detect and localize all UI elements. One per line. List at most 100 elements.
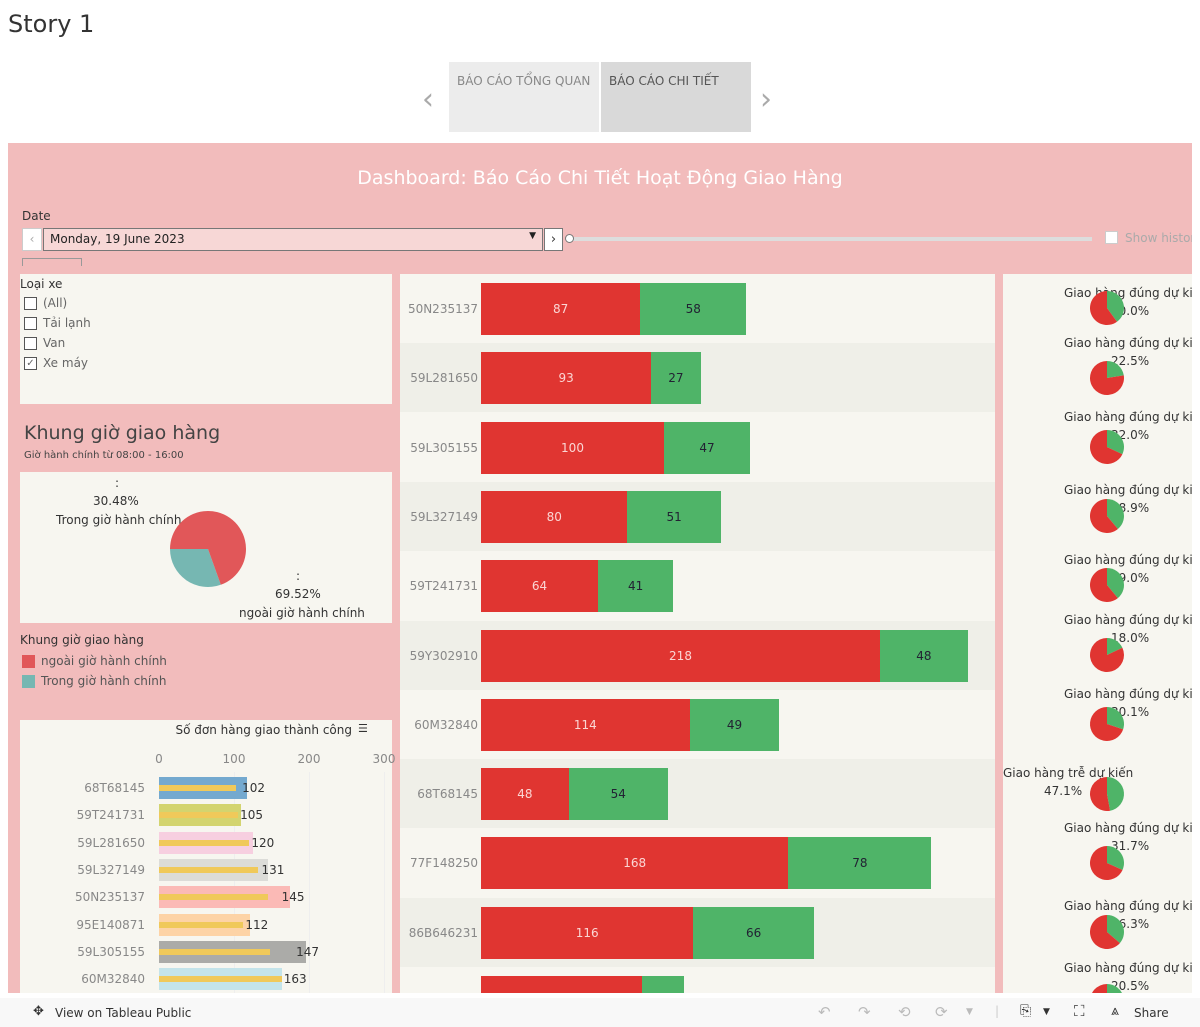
legend-item[interactable]: Trong giờ hành chính xyxy=(22,671,167,691)
pie-slice-late[interactable] xyxy=(1090,707,1124,741)
bar-segment-late[interactable]: 87 xyxy=(481,283,641,335)
date-slider-handle[interactable] xyxy=(565,234,574,243)
bar-segment-on-time[interactable]: 41 xyxy=(598,560,674,613)
pie-slice-on-time[interactable] xyxy=(1107,915,1124,944)
on-time-pie[interactable] xyxy=(1087,981,1127,993)
time-slot-pie[interactable] xyxy=(168,509,248,589)
sort-icon[interactable]: ☰ xyxy=(358,722,368,735)
on-time-pie[interactable] xyxy=(1087,704,1127,744)
pie-slice-late[interactable] xyxy=(1090,846,1123,880)
pie-slice-late[interactable] xyxy=(1090,291,1117,325)
on-time-pie[interactable] xyxy=(1087,912,1127,952)
bar-value[interactable] xyxy=(159,839,250,846)
tab-tong-quan[interactable]: BÁO CÁO TỔNG QUAN xyxy=(449,62,599,132)
filter-option[interactable]: Van xyxy=(20,333,392,353)
share-icon[interactable]: ⩓ xyxy=(1111,1003,1119,1019)
bar-segment-late[interactable]: 114 xyxy=(481,698,690,751)
checkbox[interactable] xyxy=(24,296,37,310)
pie-slice-on-time[interactable] xyxy=(1107,499,1124,530)
on-time-pie[interactable] xyxy=(1087,427,1127,467)
pie-slice-on-time[interactable] xyxy=(1107,707,1124,730)
bar-segment-late[interactable]: 100 xyxy=(481,421,665,474)
filter-option[interactable]: Tải lạnh xyxy=(20,313,392,333)
pie-slice-late[interactable] xyxy=(1090,568,1118,602)
checkbox[interactable] xyxy=(24,336,37,350)
redo-icon[interactable]: ↷ xyxy=(858,1003,871,1021)
chevron-down-icon[interactable]: ▼ xyxy=(1043,1007,1050,1017)
on-time-pie[interactable] xyxy=(1087,565,1127,605)
pie-slice-late[interactable] xyxy=(1090,361,1124,395)
pie-slice-on-time[interactable] xyxy=(1107,638,1123,655)
date-next-button[interactable]: › xyxy=(544,228,563,251)
bar-segment-on-time[interactable]: 54 xyxy=(568,768,668,821)
on-time-pie[interactable] xyxy=(1087,496,1127,536)
on-time-pie[interactable] xyxy=(1087,288,1127,328)
bar-value[interactable] xyxy=(159,785,236,791)
view-on-tableau-link[interactable]: View on Tableau Public xyxy=(55,1006,192,1020)
pie-slice-late[interactable] xyxy=(1090,430,1123,464)
bar-segment-late[interactable]: 168 xyxy=(481,837,789,890)
undo-icon[interactable]: ↶ xyxy=(818,1003,831,1021)
bar-segment-late[interactable]: 48 xyxy=(481,768,569,821)
pie-slice-late[interactable] xyxy=(1090,499,1118,533)
checkbox[interactable]: ✓ xyxy=(24,356,37,370)
filter-option[interactable]: ✓ Xe máy xyxy=(20,353,392,373)
bar-value[interactable] xyxy=(159,948,270,955)
chevron-down-icon[interactable]: ▼ xyxy=(966,1007,973,1017)
prev-story-point-button[interactable]: ‹ xyxy=(422,82,434,117)
refresh-icon[interactable]: ⟳ xyxy=(935,1003,948,1021)
on-time-pie[interactable] xyxy=(1087,635,1127,675)
bar-segment-on-time[interactable]: 49 xyxy=(689,698,780,751)
bar-segment-on-time[interactable] xyxy=(642,976,685,993)
bar-segment-on-time[interactable]: 48 xyxy=(880,629,968,682)
pie-slice-on-time[interactable] xyxy=(1107,846,1124,870)
pie-slice-on-time[interactable] xyxy=(1107,568,1124,599)
pie-slice-late[interactable] xyxy=(1090,638,1124,672)
bar-value[interactable] xyxy=(159,866,258,873)
bar-segment-on-time[interactable]: 51 xyxy=(627,490,721,543)
on-time-pie[interactable] xyxy=(1087,358,1127,398)
download-icon[interactable]: ⎘ xyxy=(1020,1003,1032,1019)
bar-segment-on-time[interactable]: 47 xyxy=(664,421,751,474)
bar-segment-late[interactable] xyxy=(481,976,643,993)
show-history-checkbox[interactable] xyxy=(1105,231,1118,244)
next-story-point-button[interactable]: › xyxy=(760,82,772,117)
pie-slice-inside-hours[interactable] xyxy=(170,549,221,587)
pie-slice-on-time[interactable] xyxy=(1107,430,1124,455)
table-row: 59Y302910 218 48 xyxy=(400,620,995,690)
tab-chi-tiet[interactable]: BÁO CÁO CHI TIẾT xyxy=(601,62,751,132)
on-time-pie[interactable] xyxy=(1087,774,1127,814)
revert-icon[interactable]: ⟲ xyxy=(898,1003,911,1021)
bar-value[interactable] xyxy=(159,894,269,901)
share-button[interactable]: Share xyxy=(1134,1006,1169,1020)
bar-value[interactable] xyxy=(159,812,239,819)
bar-segment-late[interactable]: 80 xyxy=(481,490,628,543)
pie-slice-late[interactable] xyxy=(1090,915,1120,949)
fullscreen-icon[interactable]: ⛶ xyxy=(1074,1002,1085,1020)
pie-slice-on-time[interactable] xyxy=(1107,984,1123,993)
bar-segment-on-time[interactable]: 58 xyxy=(640,283,747,335)
pie-slice-late[interactable] xyxy=(1090,777,1111,811)
legend-item[interactable]: ngoài giờ hành chính xyxy=(22,651,167,671)
bar-segment-on-time[interactable]: 66 xyxy=(693,906,815,959)
pie-slice-on-time[interactable] xyxy=(1107,291,1124,322)
bar-segment-late[interactable]: 64 xyxy=(481,560,599,613)
date-controls[interactable] xyxy=(22,258,82,266)
bar-segment-on-time[interactable]: 78 xyxy=(788,837,932,890)
checkbox[interactable] xyxy=(24,316,37,330)
date-prev-button[interactable]: ‹ xyxy=(22,228,42,251)
date-slider[interactable] xyxy=(568,237,1092,241)
pie-slice-outside-hours[interactable] xyxy=(170,511,246,585)
bar-segment-late[interactable]: 93 xyxy=(481,352,652,405)
bar-segment-late[interactable]: 116 xyxy=(481,906,694,959)
bar-segment-late[interactable]: 218 xyxy=(481,629,880,682)
bar-value[interactable] xyxy=(159,921,244,928)
bar-value[interactable] xyxy=(159,976,282,983)
pie-slice-late[interactable] xyxy=(1090,984,1124,993)
bar-segment-on-time[interactable]: 27 xyxy=(651,352,701,405)
pie-slice-on-time[interactable] xyxy=(1107,777,1124,811)
date-dropdown[interactable]: Monday, 19 June 2023 ▼ xyxy=(43,228,543,251)
filter-option[interactable]: (All) xyxy=(20,293,392,313)
pie-slice-on-time[interactable] xyxy=(1107,361,1124,378)
on-time-pie[interactable] xyxy=(1087,843,1127,883)
